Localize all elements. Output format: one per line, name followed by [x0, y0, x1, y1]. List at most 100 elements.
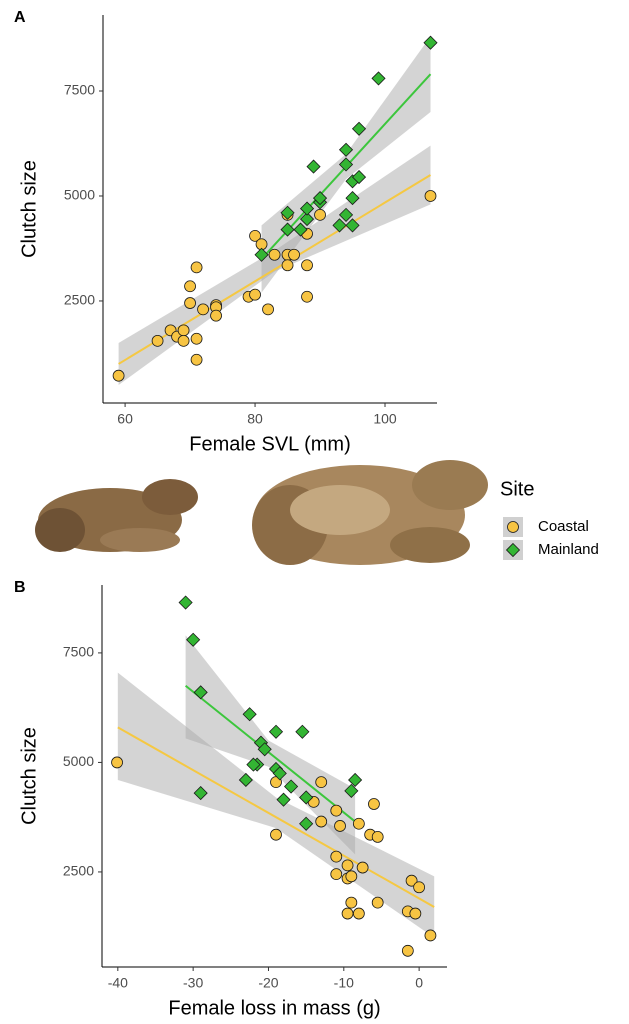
point [178, 595, 193, 610]
point [293, 222, 308, 237]
point [424, 929, 437, 942]
fit-line [118, 174, 432, 365]
point [190, 332, 203, 345]
panel-label: A [14, 9, 26, 26]
y-axis-title: Clutch size [18, 727, 40, 825]
point [352, 817, 365, 830]
point [190, 353, 203, 366]
point [193, 786, 208, 801]
point [413, 881, 426, 894]
legend-label: Coastal [538, 518, 589, 535]
point [238, 772, 253, 788]
point [351, 121, 367, 136]
point [423, 35, 438, 50]
x-tick-label: -20 [258, 975, 278, 991]
point [409, 907, 422, 920]
y-tick-label: 5000 [64, 187, 95, 203]
point [268, 724, 284, 739]
point [314, 208, 326, 221]
point [177, 324, 190, 337]
point [306, 159, 321, 174]
point [301, 290, 313, 303]
point [330, 850, 343, 863]
point [338, 207, 354, 222]
point [341, 859, 354, 872]
point [368, 798, 380, 810]
point [301, 259, 313, 272]
point [371, 896, 384, 909]
point [345, 218, 360, 233]
point [280, 205, 295, 220]
point [151, 334, 164, 347]
point [242, 707, 257, 722]
point [338, 157, 354, 172]
point [257, 742, 272, 757]
point [262, 303, 274, 316]
point [177, 334, 190, 347]
point [330, 868, 343, 881]
point [281, 259, 294, 272]
legend-marker [507, 521, 519, 533]
point [184, 297, 196, 309]
y-tick-label: 5000 [63, 753, 94, 769]
point [345, 870, 358, 883]
y-axis-title: Clutch size [18, 160, 40, 258]
point [190, 261, 203, 274]
point [356, 861, 369, 874]
point [197, 303, 209, 316]
point [299, 816, 314, 831]
point [299, 790, 314, 805]
point [268, 248, 281, 261]
point [344, 783, 359, 798]
x-axis-title: Female SVL (mm) [189, 433, 351, 455]
y-tick-label: 2500 [64, 292, 95, 308]
point [272, 766, 287, 781]
point [184, 280, 196, 293]
y-tick-label: 2500 [63, 863, 94, 879]
point [315, 815, 328, 828]
confidence-band [117, 672, 435, 938]
x-axis-title: Female loss in mass (g) [168, 997, 380, 1019]
point [371, 830, 384, 843]
point [332, 218, 347, 233]
point [341, 907, 354, 920]
legend-label: Mainland [538, 541, 599, 558]
y-tick-label: 7500 [64, 82, 95, 98]
fit-line [117, 726, 435, 908]
point [338, 142, 354, 157]
point [249, 229, 261, 242]
point [345, 896, 358, 909]
point [299, 201, 315, 216]
point [312, 191, 328, 206]
x-tick-label: 0 [415, 975, 423, 991]
toad-photo [35, 479, 198, 552]
y-tick-label: 7500 [63, 644, 94, 660]
legend-marker [505, 542, 521, 558]
x-tick-label: -40 [108, 975, 128, 991]
point [315, 776, 328, 789]
point [371, 71, 386, 86]
point [193, 685, 208, 700]
panel-label: B [14, 579, 26, 596]
x-tick-label: -30 [183, 975, 203, 991]
point [424, 190, 437, 202]
point [249, 288, 261, 301]
point [352, 907, 365, 920]
x-tick-label: 60 [117, 411, 133, 427]
x-tick-label: 100 [373, 411, 397, 427]
legend-title: Site [500, 478, 534, 500]
point [280, 222, 295, 237]
point [330, 804, 343, 817]
point [295, 724, 310, 739]
point [270, 828, 282, 841]
point [276, 792, 291, 807]
toad-photo [252, 460, 488, 565]
point [111, 756, 123, 769]
point [254, 247, 269, 262]
point [345, 191, 360, 206]
point [288, 248, 300, 261]
x-tick-label: 80 [247, 411, 263, 427]
point [334, 820, 346, 832]
point [210, 309, 222, 322]
